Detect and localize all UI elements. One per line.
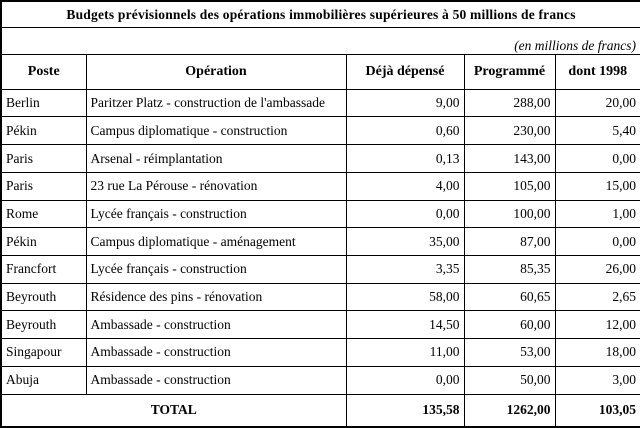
operation-cell: Campus diplomatique - construction — [85, 116, 347, 146]
poste-cell: Abuja — [0, 365, 87, 395]
programme-cell: 60,00 — [463, 310, 556, 340]
poste-cell: Singapour — [0, 338, 87, 367]
column-header-poste: Poste — [0, 53, 87, 90]
table-row: Francfort Lycée français - construction … — [0, 254, 640, 284]
dont-1998-cell: 1,00 — [554, 199, 640, 229]
dont-1998-cell: 3,00 — [554, 365, 640, 395]
dont-1998-cell: 0,00 — [554, 144, 640, 173]
dont-1998-cell: 15,00 — [554, 171, 640, 201]
deja-depense-cell: 14,50 — [345, 310, 465, 340]
poste-cell: Rome — [0, 199, 87, 229]
dont-1998-cell: 20,00 — [554, 88, 640, 118]
table-row: Berlin Paritzer Platz - construction de … — [0, 88, 640, 118]
deja-depense-cell: 3,35 — [345, 254, 465, 284]
deja-depense-cell: 4,00 — [345, 171, 465, 201]
dont-1998-cell: 2,65 — [554, 282, 640, 312]
column-header-operation: Opération — [85, 53, 347, 90]
programme-cell: 50,00 — [463, 365, 556, 395]
deja-depense-cell: 0,00 — [345, 199, 465, 229]
dont-1998-cell: 0,00 — [554, 227, 640, 256]
dont-1998-cell: 12,00 — [554, 310, 640, 340]
programme-cell: 105,00 — [463, 171, 556, 201]
table-row: Abuja Ambassade - construction 0,00 50,0… — [0, 365, 640, 395]
operation-cell: Paritzer Platz - construction de l'ambas… — [85, 88, 347, 118]
deja-depense-cell: 0,60 — [345, 116, 465, 146]
table-row: Paris Arsenal - réimplantation 0,13 143,… — [0, 144, 640, 173]
programme-cell: 87,00 — [463, 227, 556, 256]
dont-1998-cell: 18,00 — [554, 338, 640, 367]
operation-cell: Campus diplomatique - aménagement — [85, 227, 347, 256]
dont-1998-cell: 26,00 — [554, 254, 640, 284]
deja-depense-cell: 0,00 — [345, 365, 465, 395]
dont-1998-cell: 5,40 — [554, 116, 640, 146]
deja-depense-cell: 11,00 — [345, 338, 465, 367]
poste-cell: Francfort — [0, 254, 87, 284]
table-row: Singapour Ambassade - construction 11,00… — [0, 338, 640, 367]
operation-cell: Lycée français - construction — [85, 254, 347, 284]
column-header-deja-depense: Déjà dépensé — [345, 53, 465, 90]
poste-cell: Berlin — [0, 88, 87, 118]
total-dont-1998: 103,05 — [554, 393, 640, 428]
deja-depense-cell: 35,00 — [345, 227, 465, 256]
operation-cell: 23 rue La Pérouse - rénovation — [85, 171, 347, 201]
column-header-row: Poste Opération Déjà dépensé Programmé d… — [0, 53, 640, 90]
poste-cell: Beyrouth — [0, 282, 87, 312]
total-programme: 1262,00 — [463, 393, 556, 428]
column-header-dont-1998: dont 1998 — [554, 53, 640, 90]
table-row: Pékin Campus diplomatique - aménagement … — [0, 227, 640, 256]
deja-depense-cell: 9,00 — [345, 88, 465, 118]
page-title: Budgets prévisionnels des opérations imm… — [0, 0, 640, 29]
total-row: TOTAL 135,58 1262,00 103,05 — [0, 393, 640, 428]
operation-cell: Ambassade - construction — [85, 365, 347, 395]
operation-cell: Lycée français - construction — [85, 199, 347, 229]
poste-cell: Pékin — [0, 116, 87, 146]
deja-depense-cell: 0,13 — [345, 144, 465, 173]
operation-cell: Ambassade - construction — [85, 338, 347, 367]
table-row: Rome Lycée français - construction 0,00 … — [0, 199, 640, 229]
units-note: (en millions de francs) — [0, 27, 640, 55]
table-row: Paris 23 rue La Pérouse - rénovation 4,0… — [0, 171, 640, 201]
total-label: TOTAL — [0, 393, 347, 428]
poste-cell: Beyrouth — [0, 310, 87, 340]
operation-cell: Ambassade - construction — [85, 310, 347, 340]
programme-cell: 288,00 — [463, 88, 556, 118]
programme-cell: 85,35 — [463, 254, 556, 284]
table-row: Beyrouth Résidence des pins - rénovation… — [0, 282, 640, 312]
column-header-programme: Programmé — [463, 53, 556, 90]
table-row: Pékin Campus diplomatique - construction… — [0, 116, 640, 146]
title-row: Budgets prévisionnels des opérations imm… — [0, 0, 640, 29]
programme-cell: 230,00 — [463, 116, 556, 146]
programme-cell: 53,00 — [463, 338, 556, 367]
operation-cell: Arsenal - réimplantation — [85, 144, 347, 173]
subtitle-row: (en millions de francs) — [0, 27, 640, 55]
programme-cell: 143,00 — [463, 144, 556, 173]
total-deja-depense: 135,58 — [345, 393, 465, 428]
deja-depense-cell: 58,00 — [345, 282, 465, 312]
poste-cell: Pékin — [0, 227, 87, 256]
poste-cell: Paris — [0, 171, 87, 201]
programme-cell: 60,65 — [463, 282, 556, 312]
table-row: Beyrouth Ambassade - construction 14,50 … — [0, 310, 640, 340]
poste-cell: Paris — [0, 144, 87, 173]
operation-cell: Résidence des pins - rénovation — [85, 282, 347, 312]
programme-cell: 100,00 — [463, 199, 556, 229]
